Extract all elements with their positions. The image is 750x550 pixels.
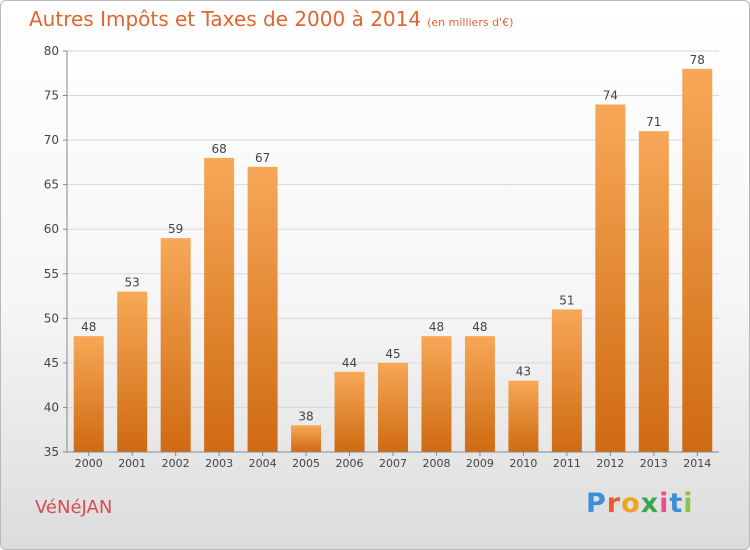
x-tick-label-2003: 2003 xyxy=(205,457,233,470)
bar-2012 xyxy=(595,104,626,452)
data-label-2014: 78 xyxy=(690,53,705,67)
logo-letter: x xyxy=(640,488,660,519)
y-tick-label-65: 65 xyxy=(44,178,59,192)
title-row: Autres Impôts et Taxes de 2000 à 2014 (en… xyxy=(29,7,513,31)
y-tick-label-45: 45 xyxy=(44,356,59,370)
bar-2007 xyxy=(378,362,408,452)
x-tick-label-2014: 2014 xyxy=(683,457,711,470)
y-tick-label-80: 80 xyxy=(44,44,59,58)
y-tick-label-75: 75 xyxy=(44,89,59,103)
y-tick-label-60: 60 xyxy=(44,222,59,236)
data-label-2007: 45 xyxy=(385,347,400,361)
chart-unit: (en milliers d'€) xyxy=(427,16,514,29)
x-tick-label-2011: 2011 xyxy=(553,457,581,470)
data-label-2006: 44 xyxy=(342,356,357,370)
x-tick-label-2002: 2002 xyxy=(162,457,190,470)
x-tick-label-2006: 2006 xyxy=(336,457,364,470)
commune-name: VéNéJAN xyxy=(35,497,113,518)
logo-letter: r xyxy=(606,488,622,519)
x-tick-label-2012: 2012 xyxy=(596,457,624,470)
logo-letter: t xyxy=(669,488,684,519)
logo-letter: o xyxy=(621,488,641,519)
bar-2002 xyxy=(160,238,191,452)
x-tick-label-2013: 2013 xyxy=(640,457,668,470)
chart-title: Autres Impôts et Taxes de 2000 à 2014 xyxy=(29,7,422,31)
bar-2004 xyxy=(247,166,278,452)
data-label-2003: 68 xyxy=(211,142,226,156)
data-label-2008: 48 xyxy=(429,320,444,334)
data-label-2010: 43 xyxy=(516,365,531,379)
logo-letter: P xyxy=(586,488,607,519)
bar-2010 xyxy=(508,380,539,452)
bar-2013 xyxy=(638,131,669,452)
x-tick-label-2001: 2001 xyxy=(118,457,146,470)
bar-2003 xyxy=(204,157,235,452)
bar-2008 xyxy=(421,336,452,452)
bar-2006 xyxy=(334,371,365,452)
x-tick-label-2007: 2007 xyxy=(379,457,407,470)
x-tick-label-2000: 2000 xyxy=(75,457,103,470)
x-tick-label-2010: 2010 xyxy=(509,457,537,470)
bar-2009 xyxy=(464,336,495,452)
y-tick-label-50: 50 xyxy=(44,311,59,325)
bar-2011 xyxy=(551,309,582,452)
data-label-2005: 38 xyxy=(298,409,313,423)
x-tick-label-2004: 2004 xyxy=(249,457,277,470)
data-label-2013: 71 xyxy=(646,115,661,129)
proxiti-logo: Proxiti xyxy=(586,488,694,519)
data-label-2004: 67 xyxy=(255,151,270,165)
bars: 48 53 59 68 67 38 44 45 48 48 43 51 74 71 78 xyxy=(73,53,713,453)
y-tick-label-55: 55 xyxy=(44,267,59,281)
logo-letter: i xyxy=(659,488,670,519)
logo-letter: i xyxy=(683,488,694,519)
y-tick-label-70: 70 xyxy=(44,133,59,147)
bar-2001 xyxy=(117,291,148,452)
y-tick-label-40: 40 xyxy=(44,400,59,414)
data-label-2000: 48 xyxy=(81,320,96,334)
data-label-2011: 51 xyxy=(559,293,574,307)
bar-2000 xyxy=(73,336,104,452)
axes: 35 40 45 50 55 60 65 70 75 80 2000 2001 2002 2003 2004… xyxy=(44,44,719,470)
data-label-2012: 74 xyxy=(603,88,618,102)
x-tick-label-2005: 2005 xyxy=(292,457,320,470)
x-tick-label-2009: 2009 xyxy=(466,457,494,470)
x-tick-label-2008: 2008 xyxy=(422,457,450,470)
y-tick-label-35: 35 xyxy=(44,445,59,459)
data-label-2001: 53 xyxy=(125,276,140,290)
bar-2014 xyxy=(682,68,713,453)
data-label-2002: 59 xyxy=(168,222,183,236)
data-label-2009: 48 xyxy=(472,320,487,334)
bar-2005 xyxy=(291,425,322,452)
